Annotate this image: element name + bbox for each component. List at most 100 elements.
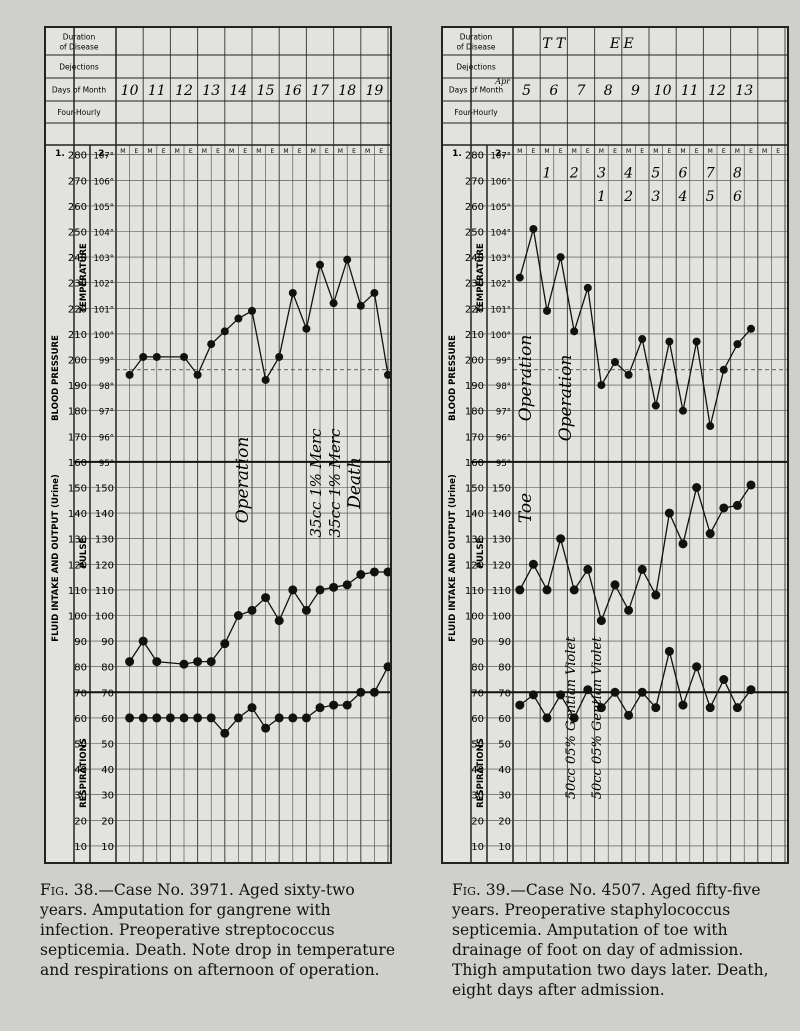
bp-tick-label: 10 <box>471 842 484 853</box>
annotation-mercurochrome: 35cc 1% Merc <box>326 428 344 538</box>
scale-tick-label: 105° <box>491 203 511 213</box>
bp-tick-label: 170 <box>68 432 87 443</box>
bp-tick-label: 50 <box>74 740 87 751</box>
me-label: M <box>708 148 713 155</box>
bp-tick-label: 270 <box>68 176 87 187</box>
temperature-line <box>129 257 389 382</box>
scale-tick-label: 102° <box>94 280 114 290</box>
header-label: Duration <box>460 33 493 42</box>
respiration-point <box>651 703 661 713</box>
respiration-point <box>624 710 634 720</box>
me-label: E <box>162 148 166 155</box>
respiration-point <box>542 713 552 723</box>
temperature-point <box>529 224 538 233</box>
scale-tick-label: 99° <box>496 357 511 367</box>
pulse-point <box>383 567 390 577</box>
temperature-point <box>370 288 379 297</box>
scale-tick-label: 120 <box>492 560 511 571</box>
pulse-point <box>678 539 688 549</box>
scale-tick-label: 106° <box>94 177 114 187</box>
me-label: E <box>216 148 220 155</box>
day-of-month-label: 10 <box>654 83 672 99</box>
fluid-intake-label: FLUID INTAKE AND OUTPUT (Urine) <box>448 474 458 642</box>
scale-tick-label: 105° <box>94 203 114 213</box>
temperature-point <box>139 352 148 361</box>
respiration-point <box>274 713 284 723</box>
pulse-point <box>288 585 298 595</box>
respiration-point <box>329 700 339 710</box>
bp-tick-label: 20 <box>74 816 87 827</box>
header-label: of Disease <box>59 43 98 52</box>
scale-tick-label: 97° <box>496 408 511 418</box>
day-of-month-label: 6 <box>549 83 558 99</box>
day-of-month-label: 11 <box>681 83 699 99</box>
pulse-point <box>152 657 162 667</box>
scale-tick-label: 70 <box>498 688 511 699</box>
scale-tick-label: 98° <box>99 382 114 392</box>
respiration-point <box>220 728 230 738</box>
temperature-point <box>543 306 551 315</box>
annotation-gentian-violet: 50cc 05% Gentian Violet <box>590 636 605 799</box>
scale-tick-label: 103° <box>94 254 114 264</box>
pulse-point <box>329 582 339 592</box>
scale-tick-label: 30 <box>498 791 511 802</box>
temperature-label: TEMPERATURE <box>79 243 89 313</box>
fluid-intake-label: FLUID INTAKE AND OUTPUT (Urine) <box>51 474 61 642</box>
scale-tick-label: 60 <box>101 714 114 725</box>
respiration-point <box>342 700 352 710</box>
bp-tick-label: 260 <box>465 202 484 213</box>
scale-tick-label: 98° <box>496 382 511 392</box>
respiration-point <box>193 713 203 723</box>
temperature-point <box>152 352 161 361</box>
me-label: M <box>517 148 522 155</box>
respiration-point <box>261 723 271 733</box>
scale-tick-label: 50 <box>101 740 114 751</box>
me-label: E <box>668 148 672 155</box>
scale-tick-label: 110 <box>492 586 511 597</box>
temperature-point <box>193 370 202 379</box>
temperature-point <box>706 422 715 431</box>
pulse-point <box>596 616 606 626</box>
me-label: M <box>762 148 767 155</box>
me-label: E <box>776 148 780 155</box>
temperature-point <box>624 370 633 379</box>
pulse-point <box>315 585 325 595</box>
me-label: E <box>271 148 275 155</box>
me-label: M <box>680 148 685 155</box>
annotation-toe: Toe <box>516 493 536 523</box>
scale-tick-label: 96° <box>496 433 511 443</box>
scale-tick-label: 101° <box>94 305 114 315</box>
pulse-point <box>206 657 216 667</box>
temperature-point <box>597 381 606 390</box>
chart-fig-38: Duration of Disease Dejections Days of Mont… <box>44 26 392 864</box>
scale-tick-label: 100 <box>492 612 511 623</box>
respiration-point <box>315 703 325 713</box>
blood-pressure-label: BLOOD PRESSURE <box>448 335 458 421</box>
duration-number: 5 <box>706 189 715 205</box>
pulse-point <box>179 659 189 669</box>
respiration-point <box>179 713 189 723</box>
temperature-point <box>679 406 687 415</box>
pulse-point <box>732 500 742 510</box>
bp-tick-label: 40 <box>471 765 484 776</box>
me-label: E <box>695 148 699 155</box>
scale-tick-label: 103° <box>491 254 511 264</box>
temperature-point <box>316 260 324 269</box>
scale-tick-label: 30 <box>101 791 114 802</box>
bp-tick-label: 30 <box>74 791 87 802</box>
scale-tick-label: 120 <box>95 560 114 571</box>
annotation-gentian-violet: 50cc 05% Gentian Violet <box>564 636 579 799</box>
temperature-point <box>302 324 311 333</box>
respiration-point <box>596 703 606 713</box>
day-of-month-label: 19 <box>365 83 383 99</box>
pulse-point <box>515 585 525 595</box>
duration-number: 2 <box>569 166 579 182</box>
scale-tick-label: 150 <box>492 484 511 495</box>
temperature-point <box>556 253 565 262</box>
month-label: Apr <box>494 77 511 86</box>
bp-tick-label: 170 <box>465 432 484 443</box>
day-of-month-label: 12 <box>175 83 193 99</box>
scale-tick-label: 140 <box>492 509 511 520</box>
temperature-point <box>220 327 229 336</box>
